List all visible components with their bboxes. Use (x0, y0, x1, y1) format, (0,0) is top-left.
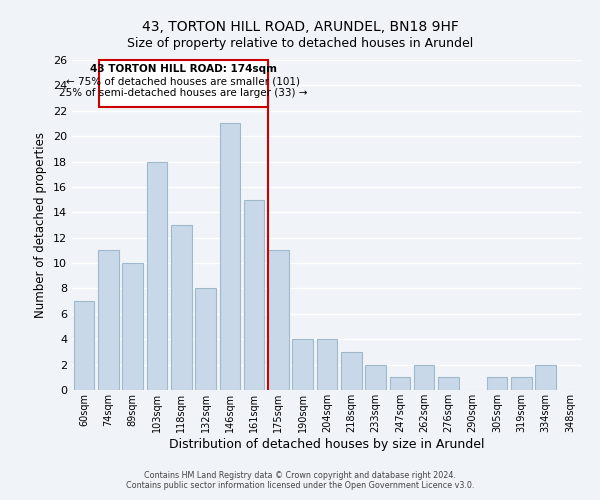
Bar (389, 378, 410, 390)
Bar (98, 250, 119, 390)
Text: Contains HM Land Registry data © Crown copyright and database right 2024.
Contai: Contains HM Land Registry data © Crown c… (126, 470, 474, 490)
Text: Size of property relative to detached houses in Arundel: Size of property relative to detached ho… (127, 38, 473, 51)
FancyBboxPatch shape (99, 60, 268, 107)
Bar (146, 162, 167, 390)
Bar (511, 378, 532, 390)
Bar (171, 225, 191, 390)
Bar (535, 364, 556, 390)
Bar (414, 364, 434, 390)
X-axis label: Distribution of detached houses by size in Arundel: Distribution of detached houses by size … (169, 438, 485, 450)
Bar (122, 263, 143, 390)
Bar (74, 301, 94, 390)
Text: 43 TORTON HILL ROAD: 174sqm: 43 TORTON HILL ROAD: 174sqm (89, 64, 277, 74)
Bar (317, 339, 337, 390)
Bar (438, 378, 459, 390)
Bar (292, 339, 313, 390)
Text: ← 75% of detached houses are smaller (101): ← 75% of detached houses are smaller (10… (66, 76, 300, 86)
Bar (365, 364, 386, 390)
Bar (244, 200, 265, 390)
Bar (220, 124, 240, 390)
Text: 43, TORTON HILL ROAD, ARUNDEL, BN18 9HF: 43, TORTON HILL ROAD, ARUNDEL, BN18 9HF (142, 20, 458, 34)
Y-axis label: Number of detached properties: Number of detached properties (34, 132, 47, 318)
Text: 25% of semi-detached houses are larger (33) →: 25% of semi-detached houses are larger (… (59, 88, 307, 98)
Bar (268, 250, 289, 390)
Bar (195, 288, 216, 390)
Bar (487, 378, 508, 390)
Bar (341, 352, 362, 390)
